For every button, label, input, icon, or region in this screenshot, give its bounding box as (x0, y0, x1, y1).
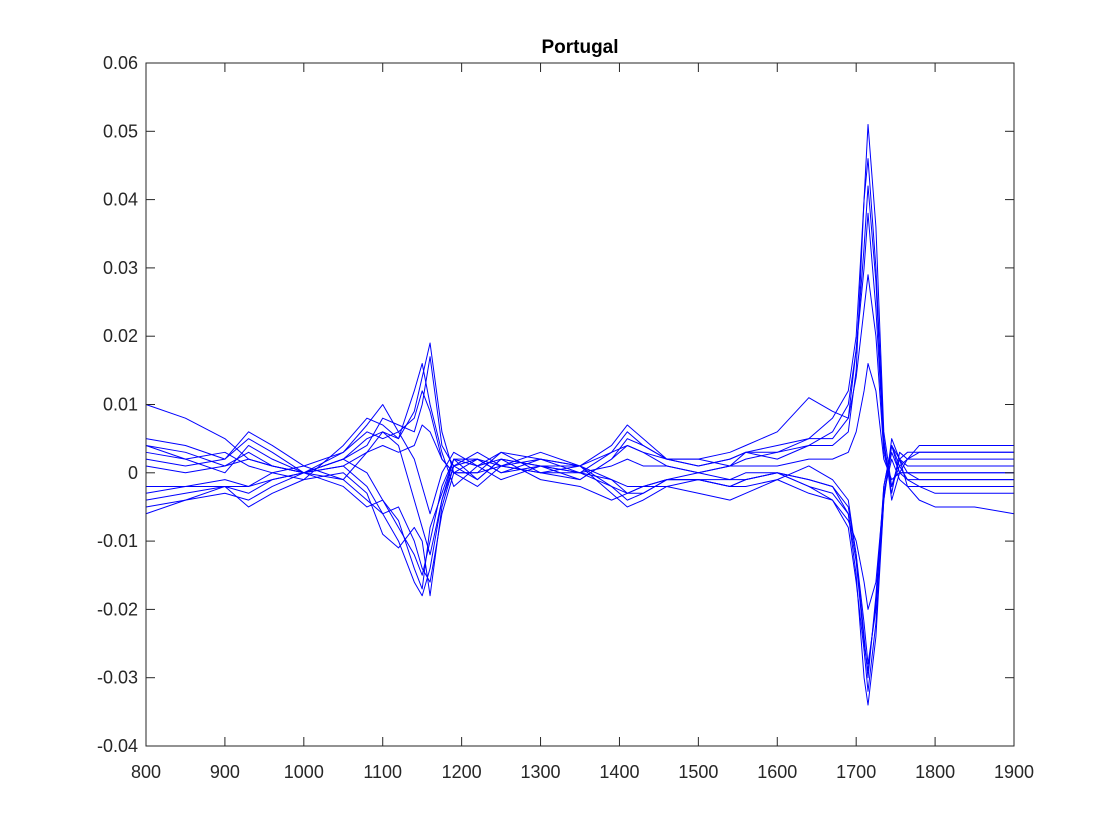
series-layer (145, 123, 1015, 706)
x-tick-label: 1500 (678, 762, 718, 782)
x-tick-label: 1800 (915, 762, 955, 782)
x-tick-label: 1200 (442, 762, 482, 782)
x-tick-label: 1600 (757, 762, 797, 782)
y-tick-label: 0 (128, 463, 138, 483)
x-tick-label: 900 (210, 762, 240, 782)
x-tick-label: 1900 (994, 762, 1034, 782)
y-tick-label: -0.04 (97, 736, 138, 756)
y-tick-label: -0.02 (97, 599, 138, 619)
y-tick-label: 0.02 (103, 326, 138, 346)
y-tick-label: -0.03 (97, 668, 138, 688)
series-line-2 (145, 158, 1014, 515)
series-line-5 (145, 444, 1014, 679)
chart-title: Portugal (541, 37, 618, 58)
x-axis: 800 900 1000 1100 1200 1300 1400 1500 1600 1700 18… (131, 63, 1034, 782)
y-axis: -0.04 -0.03 -0.02 -0.01 0 0.01 0.02 0.03 0.04 0.0… (97, 53, 1014, 756)
series-line-10 (145, 274, 1014, 487)
y-tick-label: 0.03 (103, 258, 138, 278)
x-tick-label: 1300 (521, 762, 561, 782)
series-line-8 (145, 212, 1014, 487)
plot-area (146, 63, 1014, 746)
series-line-11 (145, 451, 1014, 672)
y-tick-label: 0.06 (103, 53, 138, 73)
y-tick-label: -0.01 (97, 531, 138, 551)
y-tick-label: 0.01 (103, 395, 138, 415)
y-tick-label: 0.05 (103, 121, 138, 141)
x-tick-label: 1700 (836, 762, 876, 782)
y-tick-label: 0.04 (103, 190, 138, 210)
x-tick-label: 800 (131, 762, 161, 782)
series-line-12 (145, 363, 1014, 481)
x-tick-label: 1400 (599, 762, 639, 782)
x-tick-label: 1000 (284, 762, 324, 782)
x-tick-label: 1100 (363, 762, 402, 782)
series-line-7 (146, 444, 1014, 692)
